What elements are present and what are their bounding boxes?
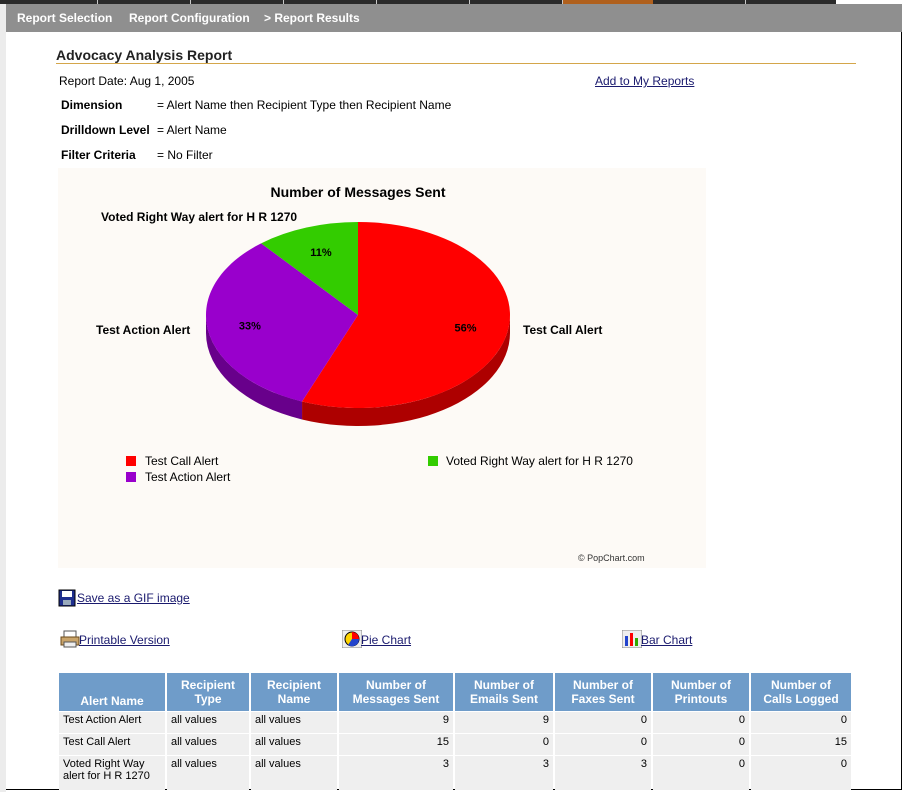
cell-recipient-type: all values <box>167 756 249 790</box>
bar-chart-link[interactable]: Bar Chart <box>641 633 693 647</box>
pie-slice-test-action <box>206 243 358 402</box>
nav-bar: Report Selection Report Configuration > … <box>6 4 902 32</box>
report-date: Report Date: Aug 1, 2005 <box>59 74 195 88</box>
pie-chart-svg: Number of Messages Sent 56% 33% 11% Voted … <box>96 184 645 563</box>
cell-alert-name: Test Action Alert <box>59 712 165 733</box>
dimension-label: Dimension <box>61 98 123 112</box>
cell-printouts: 0 <box>653 734 749 755</box>
col-faxes-sent[interactable]: Number of Faxes Sent <box>555 673 651 711</box>
dimension-value: = Alert Name then Recipient Type then Re… <box>157 98 452 112</box>
save-as-gif-link[interactable]: Save as a GIF image <box>77 591 190 605</box>
cell-messages-sent: 3 <box>339 756 453 790</box>
col-recipient-name[interactable]: Recipient Name <box>251 673 337 711</box>
cell-faxes-sent: 3 <box>555 756 651 790</box>
cell-faxes-sent: 0 <box>555 712 651 733</box>
nav-report-results[interactable]: > Report Results <box>264 11 360 25</box>
cell-printouts: 0 <box>653 712 749 733</box>
legend-swatch-voted <box>428 456 438 466</box>
nav-report-configuration[interactable]: Report Configuration <box>129 11 250 25</box>
filter-label: Filter Criteria <box>61 148 136 162</box>
chart-credit: © PopChart.com <box>578 553 645 563</box>
legend-test-call: Test Call Alert <box>145 454 219 468</box>
col-messages-sent[interactable]: Number of Messages Sent <box>339 673 453 711</box>
table-row: Test Action Alert all values all values … <box>59 712 851 733</box>
cell-emails-sent: 0 <box>455 734 553 755</box>
pie-side-test-action <box>206 315 303 420</box>
pie-chart: Number of Messages Sent 56% 33% 11% Voted … <box>58 168 706 568</box>
nav-report-selection[interactable]: Report Selection <box>17 11 113 25</box>
col-calls-logged[interactable]: Number of Calls Logged <box>751 673 851 711</box>
col-emails-sent[interactable]: Number of Emails Sent <box>455 673 553 711</box>
table-row: Test Call Alert all values all values 15… <box>59 734 851 755</box>
bar-chart-icon[interactable] <box>621 629 643 649</box>
cell-recipient-name: all values <box>251 756 337 790</box>
cell-calls-logged: 15 <box>751 734 851 755</box>
cell-recipient-name: all values <box>251 734 337 755</box>
cell-faxes-sent: 0 <box>555 734 651 755</box>
cell-calls-logged: 0 <box>751 756 851 790</box>
col-recipient-type[interactable]: Recipient Type <box>167 673 249 711</box>
cell-calls-logged: 0 <box>751 712 851 733</box>
printer-icon[interactable] <box>60 630 80 648</box>
page-title: Advocacy Analysis Report <box>56 47 233 63</box>
cell-emails-sent: 3 <box>455 756 553 790</box>
table-header-row: Alert Name Recipient Type Recipient Name N… <box>59 673 851 711</box>
cell-messages-sent: 9 <box>339 712 453 733</box>
results-table: Alert Name Recipient Type Recipient Name N… <box>57 672 853 791</box>
cell-messages-sent: 15 <box>339 734 453 755</box>
pie-value-label-test-call: 56% <box>454 323 476 335</box>
pie-chart-icon[interactable] <box>341 629 363 649</box>
slice-label-test-action: Test Action Alert <box>96 323 190 337</box>
floppy-disk-icon[interactable] <box>58 589 76 607</box>
col-alert-name[interactable]: Alert Name <box>59 673 165 711</box>
add-to-my-reports-link[interactable]: Add to My Reports <box>595 74 695 88</box>
pie-slice-test-call <box>302 222 511 408</box>
pie-value-label-test-action: 33% <box>239 320 261 332</box>
chart-title: Number of Messages Sent <box>270 184 445 200</box>
col-printouts[interactable]: Number of Printouts <box>653 673 749 711</box>
legend-swatch-test-call <box>126 456 136 466</box>
pie-value-label-voted: 11% <box>310 247 332 259</box>
legend-test-action: Test Action Alert <box>145 470 231 484</box>
pie-slice-voted <box>261 222 358 315</box>
cell-printouts: 0 <box>653 756 749 790</box>
cell-alert-name: Voted Right Way alert for H R 1270 <box>59 756 165 790</box>
filter-value: = No Filter <box>157 148 213 162</box>
legend-swatch-test-action <box>126 472 136 482</box>
top-tab-strip <box>0 0 904 4</box>
drilldown-value: = Alert Name <box>157 123 227 137</box>
slice-label-voted: Voted Right Way alert for H R 1270 <box>101 210 297 224</box>
drilldown-label: Drilldown Level <box>61 123 150 137</box>
left-border <box>0 4 6 792</box>
cell-alert-name: Test Call Alert <box>59 734 165 755</box>
pie-side-test-call <box>302 315 510 426</box>
slice-label-test-call: Test Call Alert <box>523 323 602 337</box>
table-row: Voted Right Way alert for H R 1270 all v… <box>59 756 851 790</box>
cell-recipient-type: all values <box>167 734 249 755</box>
pie-chart-link[interactable]: Pie Chart <box>361 633 412 647</box>
title-divider <box>56 63 856 64</box>
cell-recipient-type: all values <box>167 712 249 733</box>
cell-recipient-name: all values <box>251 712 337 733</box>
legend-voted: Voted Right Way alert for H R 1270 <box>446 454 633 468</box>
cell-emails-sent: 9 <box>455 712 553 733</box>
printable-version-link[interactable]: Printable Version <box>79 633 170 647</box>
